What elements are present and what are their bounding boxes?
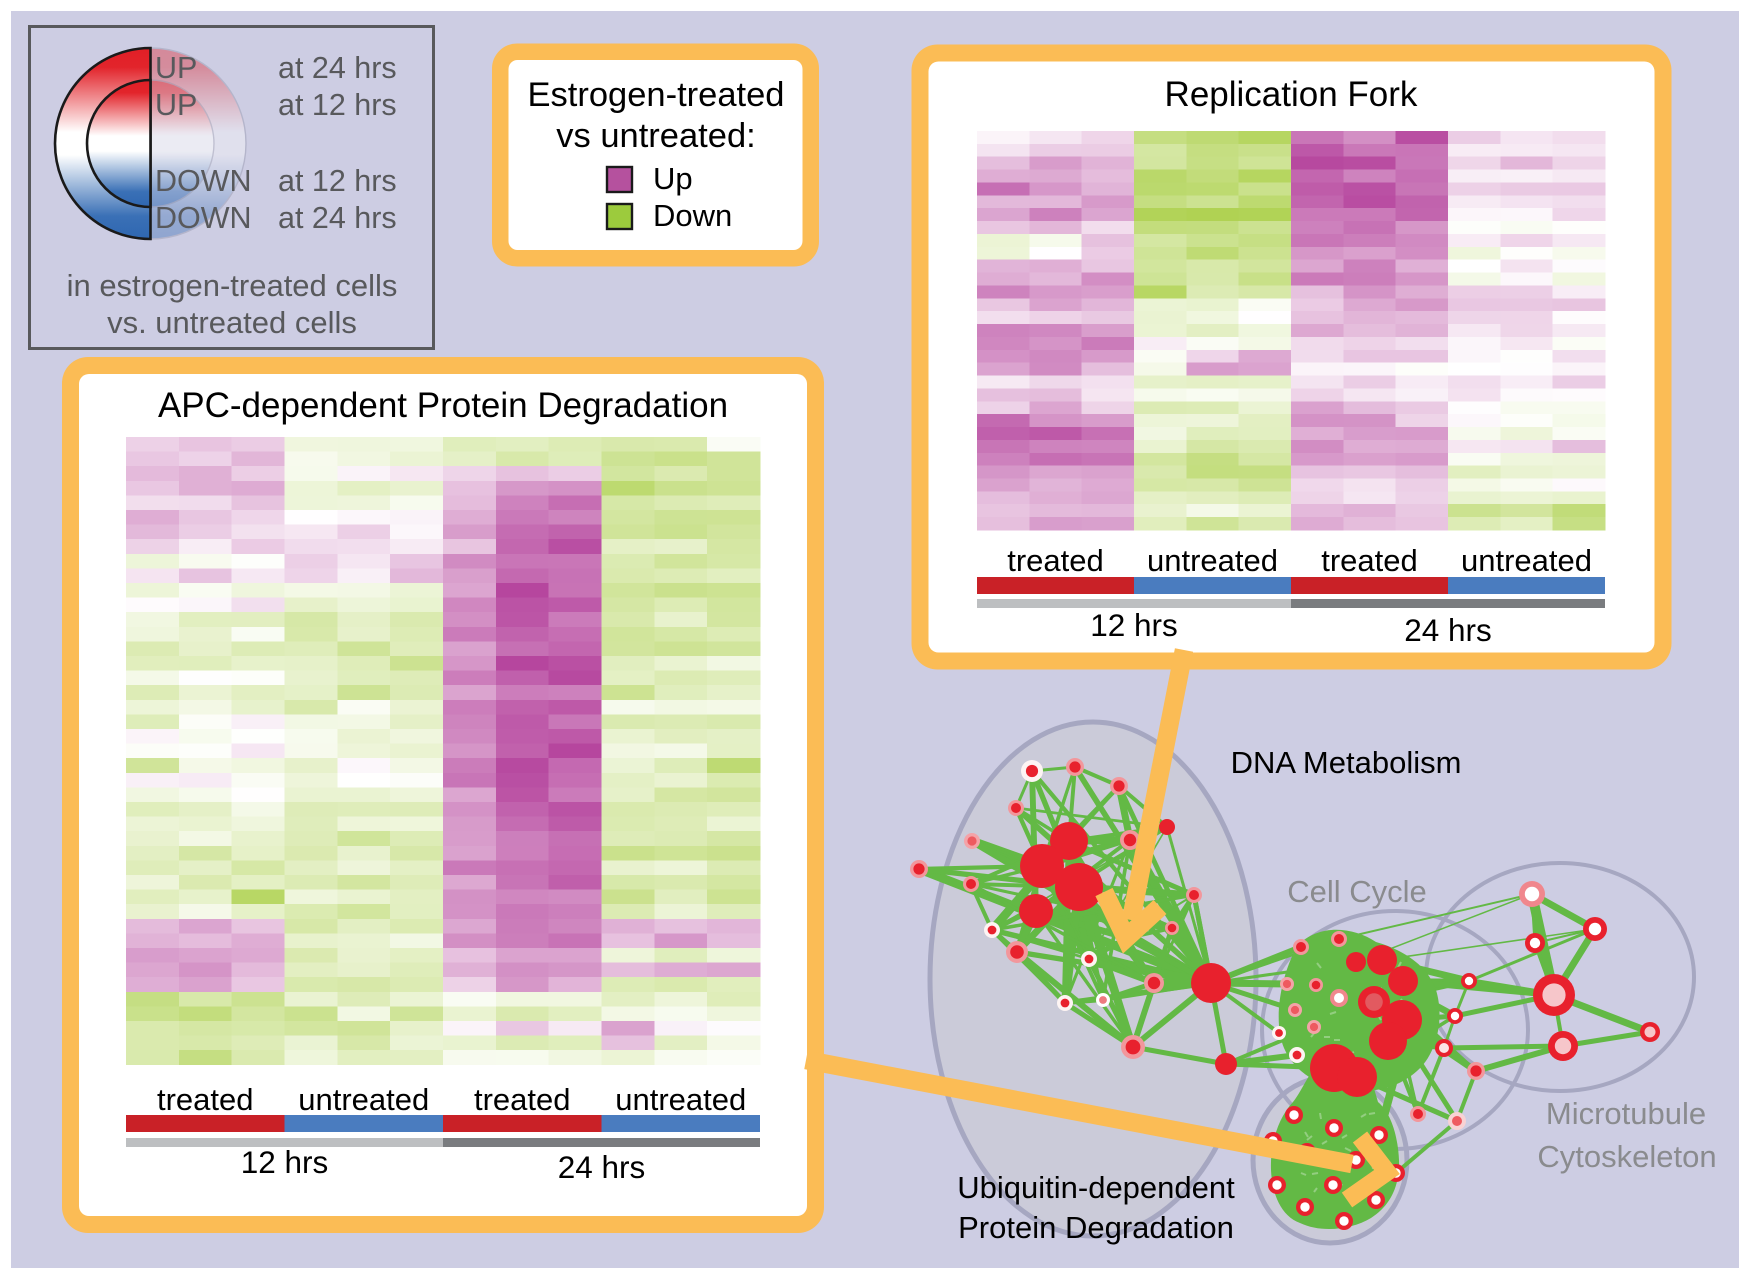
svg-text:treated: treated	[1321, 543, 1418, 578]
svg-text:12 hrs: 12 hrs	[1090, 607, 1178, 643]
svg-text:Cell Cycle: Cell Cycle	[1287, 874, 1427, 909]
svg-text:APC-dependent Protein Degradat: APC-dependent Protein Degradation	[158, 386, 728, 425]
svg-text:Ubiquitin-dependent: Ubiquitin-dependent	[957, 1170, 1235, 1205]
svg-text:UP: UP	[155, 88, 197, 122]
svg-text:vs. untreated cells: vs. untreated cells	[107, 305, 357, 340]
svg-text:Replication Fork: Replication Fork	[1165, 75, 1418, 114]
svg-text:UP: UP	[155, 51, 197, 85]
svg-text:DNA Metabolism: DNA Metabolism	[1231, 745, 1462, 780]
svg-text:untreated: untreated	[1461, 543, 1592, 578]
svg-text:at 12 hrs: at 12 hrs	[278, 88, 397, 122]
svg-text:Down: Down	[653, 198, 732, 233]
svg-text:12 hrs: 12 hrs	[241, 1144, 329, 1180]
svg-text:in estrogen-treated cells: in estrogen-treated cells	[67, 268, 398, 303]
svg-text:treated: treated	[157, 1082, 254, 1117]
svg-text:treated: treated	[474, 1082, 571, 1117]
svg-text:Microtubule: Microtubule	[1546, 1096, 1706, 1131]
svg-text:vs untreated:: vs untreated:	[556, 117, 755, 155]
svg-text:treated: treated	[1007, 543, 1104, 578]
svg-text:untreated: untreated	[1147, 543, 1278, 578]
svg-text:Cytoskeleton: Cytoskeleton	[1537, 1139, 1716, 1174]
svg-text:untreated: untreated	[298, 1082, 429, 1117]
svg-text:at 12 hrs: at 12 hrs	[278, 164, 397, 198]
svg-text:24 hrs: 24 hrs	[1404, 612, 1492, 648]
svg-text:DOWN: DOWN	[155, 201, 252, 235]
svg-text:Estrogen-treated: Estrogen-treated	[528, 76, 785, 114]
svg-text:untreated: untreated	[615, 1082, 746, 1117]
svg-text:Up: Up	[653, 161, 693, 196]
svg-text:DOWN: DOWN	[155, 164, 252, 198]
svg-text:Protein Degradation: Protein Degradation	[958, 1210, 1234, 1245]
svg-text:at 24 hrs: at 24 hrs	[278, 51, 397, 85]
svg-text:24 hrs: 24 hrs	[558, 1149, 646, 1185]
svg-text:at 24 hrs: at 24 hrs	[278, 201, 397, 235]
